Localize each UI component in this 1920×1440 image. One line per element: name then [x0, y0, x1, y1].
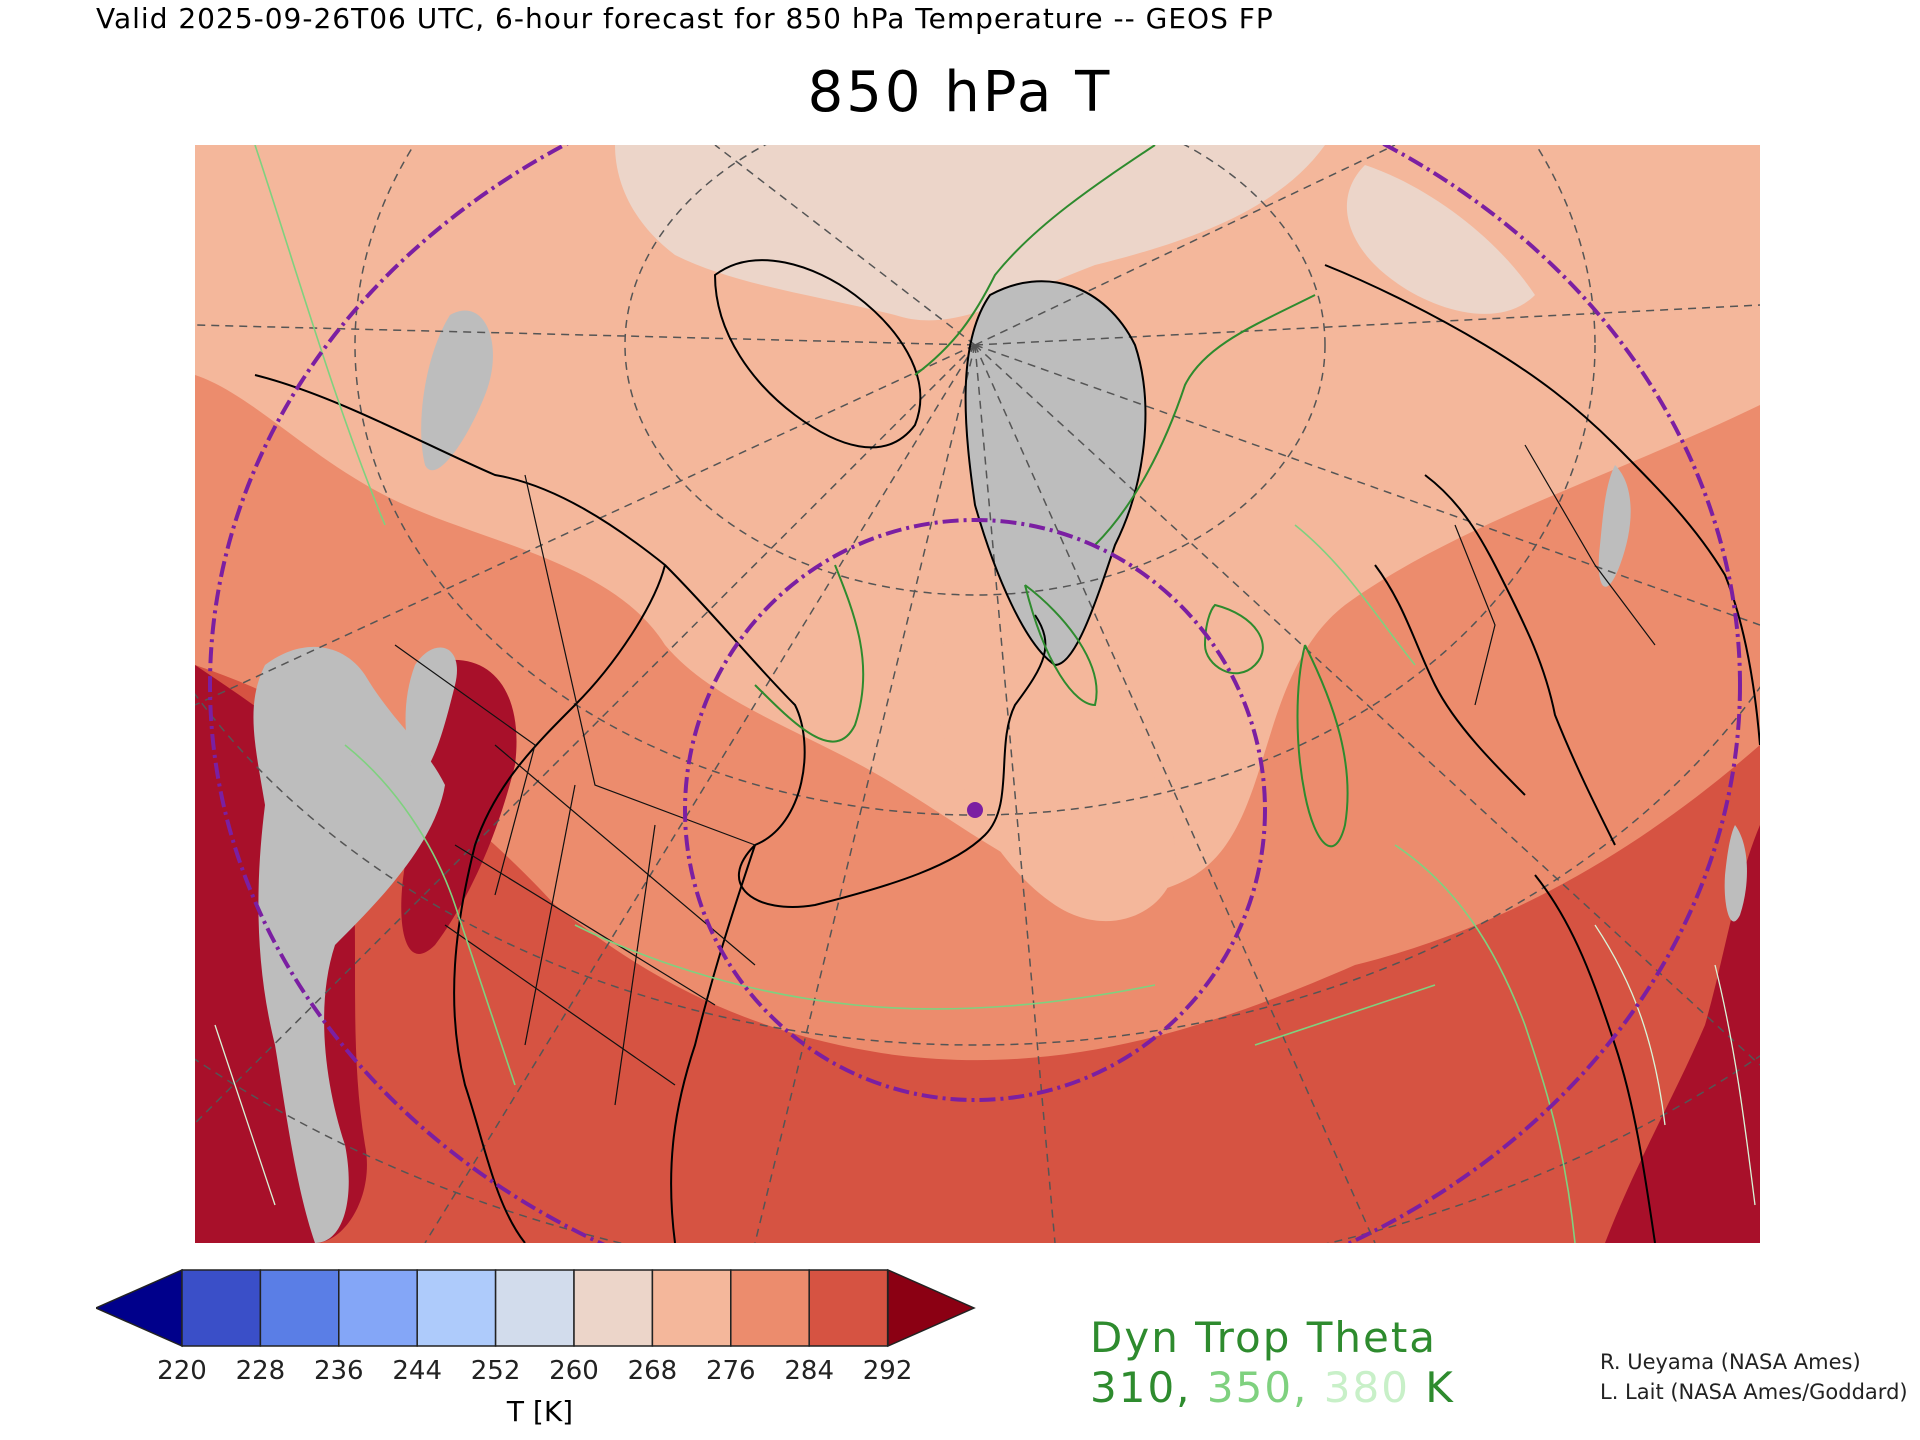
colorbar-bin-244 — [416, 1269, 497, 1347]
band-268-lobe — [933, 603, 1176, 922]
colorbar-tick-236: 236 — [313, 1356, 364, 1386]
colorbar-bins — [181, 1269, 889, 1347]
missing-east-africa — [1724, 825, 1747, 922]
outer-range-ring — [208, 145, 1742, 1243]
missing-alaska — [421, 310, 493, 471]
map-canvas — [195, 145, 1760, 1243]
trop-unit: K — [1425, 1363, 1455, 1412]
hot-band-africa — [1605, 825, 1760, 1243]
colorbar-max-arrow — [887, 1268, 976, 1348]
trop-value-350: 350, — [1206, 1363, 1309, 1412]
band-260-west — [1346, 165, 1535, 314]
colorbar — [96, 1268, 976, 1348]
coastlines — [254, 259, 1760, 1243]
colorbar-bin-268 — [651, 1269, 732, 1347]
colorbar-unit-label: T [K] — [506, 1395, 574, 1428]
colorbar-bin-284 — [808, 1269, 889, 1347]
colorbar-tick-268: 268 — [627, 1356, 678, 1386]
temperature-map — [195, 145, 1760, 1243]
map-title: 850 hPa T — [807, 60, 1113, 125]
colorbar-min-arrow — [96, 1268, 183, 1348]
state-boundaries — [394, 444, 1656, 1106]
valid-time-header: Valid 2025-09-26T06 UTC, 6-hour forecast… — [96, 2, 1274, 35]
credit-line-1: R. Ueyama (NASA Ames) — [1600, 1350, 1861, 1374]
colorbar-tick-228: 228 — [235, 1356, 286, 1386]
trop-theta-310 — [754, 145, 1349, 848]
inner-range-ring — [683, 518, 1267, 1102]
colorbar-tick-292: 292 — [862, 1356, 913, 1386]
trop-value-310: 310, — [1090, 1363, 1192, 1412]
band-260-region — [615, 145, 1325, 321]
colorbar-tick-260: 260 — [549, 1356, 599, 1386]
credit-line-2: L. Lait (NASA Ames/Goddard) — [1600, 1380, 1908, 1404]
missing-rockies — [253, 646, 445, 1243]
trop-value-380: 380 — [1323, 1363, 1410, 1412]
colorbar-tick-244: 244 — [392, 1356, 442, 1386]
range-rings — [208, 145, 1742, 1243]
colorbar-tick-276: 276 — [705, 1356, 756, 1386]
colorbar-tick-220: 220 — [157, 1356, 207, 1386]
center-marker — [967, 802, 983, 818]
colorbar-bin-252 — [494, 1269, 575, 1347]
colorbar-tick-252: 252 — [470, 1356, 521, 1386]
colorbar-bin-236 — [338, 1269, 418, 1347]
missing-ural — [1598, 465, 1631, 587]
colorbar-tick-284: 284 — [784, 1356, 834, 1386]
missing-rockies-upper — [405, 647, 457, 785]
trop-legend-title: Dyn Trop Theta — [1090, 1313, 1438, 1362]
colorbar-bin-220 — [181, 1269, 262, 1347]
colorbar-bin-276 — [730, 1269, 810, 1347]
trop-legend-values: 310, 350, 380 K — [1090, 1363, 1455, 1412]
colorbar-bin-228 — [259, 1269, 340, 1347]
trop-theta-350 — [254, 145, 1576, 1243]
graticule — [195, 145, 1760, 1243]
trop-theta-380 — [214, 924, 1756, 1206]
colorbar-bin-260 — [573, 1269, 654, 1347]
